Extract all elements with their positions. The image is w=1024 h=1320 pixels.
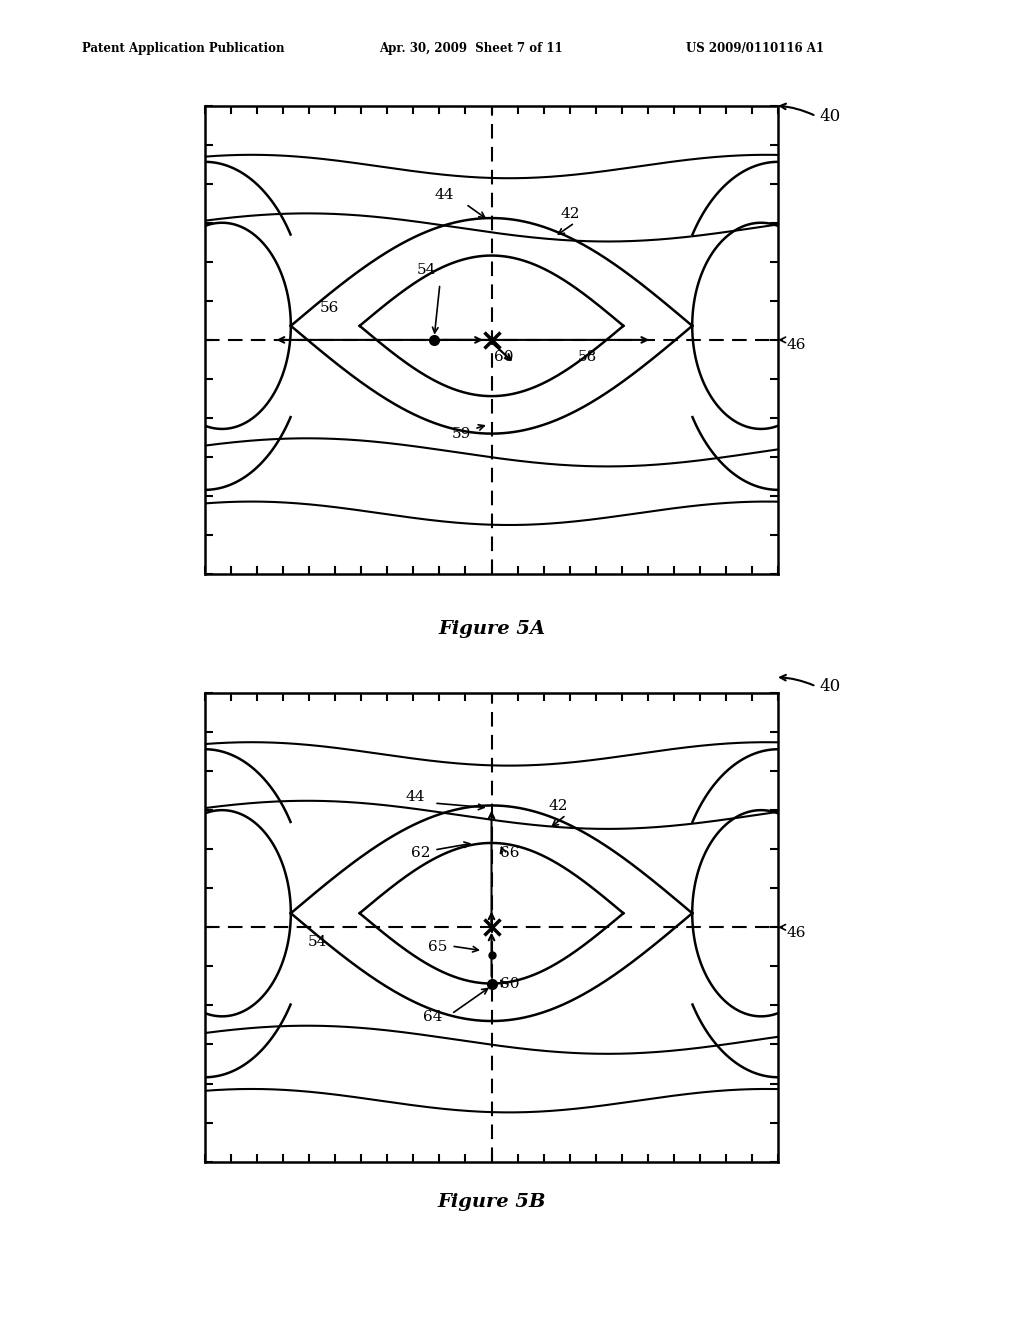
Text: US 2009/0110116 A1: US 2009/0110116 A1 [686, 42, 824, 55]
Text: 46: 46 [786, 338, 806, 352]
Text: 60: 60 [500, 977, 519, 991]
Text: 64: 64 [423, 1010, 442, 1024]
Text: 40: 40 [819, 108, 841, 124]
Text: 44: 44 [406, 789, 425, 804]
Text: Figure 5B: Figure 5B [437, 1193, 546, 1212]
Text: 42: 42 [549, 799, 568, 813]
Text: 59: 59 [452, 428, 471, 441]
Text: Patent Application Publication: Patent Application Publication [82, 42, 285, 55]
Text: 54: 54 [308, 935, 328, 949]
Text: 65: 65 [428, 940, 447, 954]
Text: 58: 58 [578, 350, 597, 364]
Text: 40: 40 [819, 678, 841, 694]
Text: 62: 62 [412, 846, 431, 861]
Text: 60: 60 [495, 350, 514, 364]
Text: Apr. 30, 2009  Sheet 7 of 11: Apr. 30, 2009 Sheet 7 of 11 [379, 42, 562, 55]
Text: 44: 44 [434, 189, 454, 202]
Text: 56: 56 [319, 301, 339, 314]
Text: 66: 66 [500, 846, 519, 861]
Text: 46: 46 [786, 925, 806, 940]
Text: Figure 5A: Figure 5A [438, 620, 545, 639]
Text: 42: 42 [560, 207, 580, 220]
Text: 54: 54 [417, 263, 436, 277]
